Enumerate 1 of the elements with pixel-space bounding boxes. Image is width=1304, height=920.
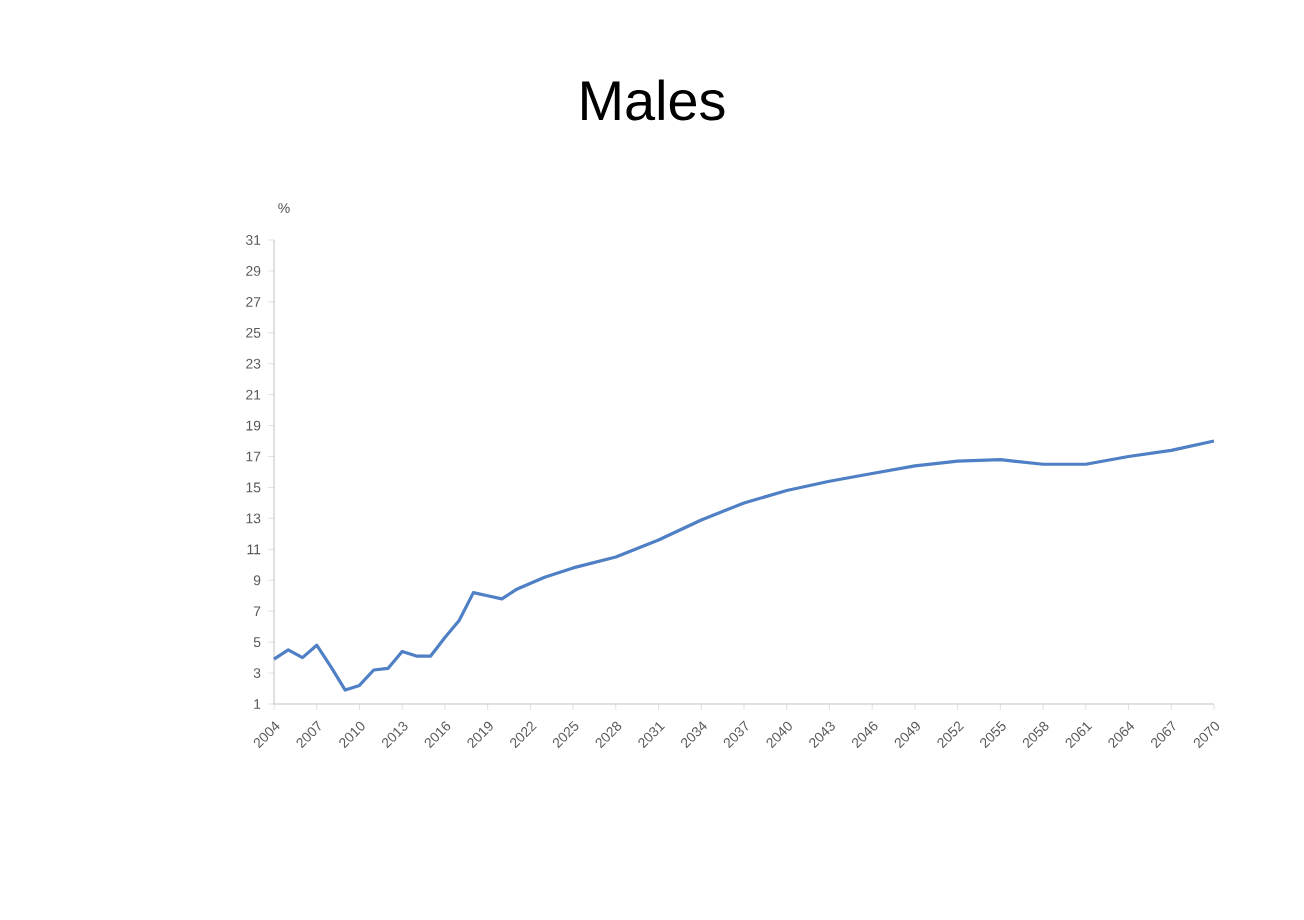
chart-title: Males <box>582 79 725 121</box>
